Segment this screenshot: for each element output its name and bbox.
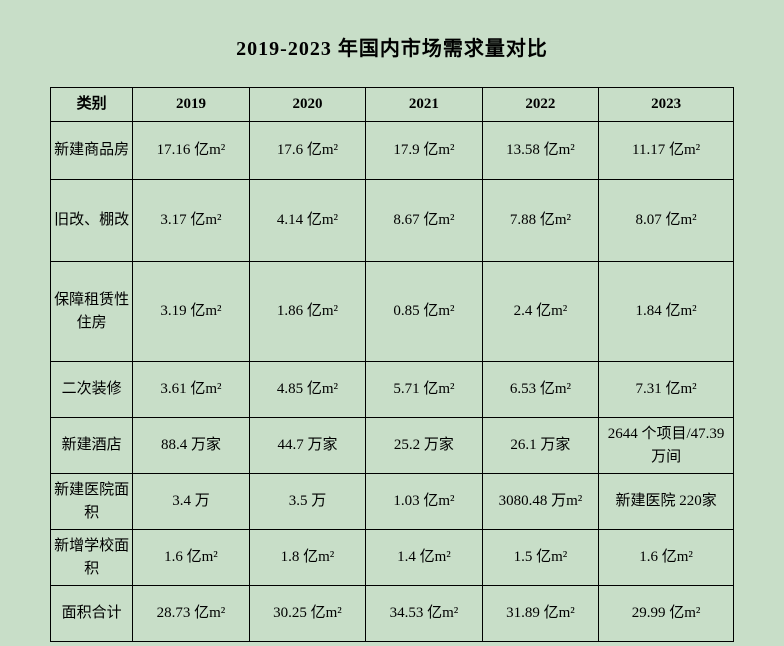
table-cell: 3.5 万 bbox=[249, 474, 365, 530]
page-title: 2019-2023 年国内市场需求量对比 bbox=[50, 32, 734, 61]
table-cell: 1.03 亿m² bbox=[366, 474, 482, 530]
table-cell: 2644 个项目/47.39 万间 bbox=[599, 418, 734, 474]
row-category: 二次装修 bbox=[51, 362, 133, 418]
table-cell: 3.61 亿m² bbox=[133, 362, 249, 418]
table-cell: 1.4 亿m² bbox=[366, 530, 482, 586]
table-row: 保障租赁性住房3.19 亿m²1.86 亿m²0.85 亿m²2.4 亿m²1.… bbox=[51, 262, 734, 362]
table-cell: 8.07 亿m² bbox=[599, 180, 734, 262]
table-cell: 13.58 亿m² bbox=[482, 122, 598, 180]
table-row: 新建商品房17.16 亿m²17.6 亿m²17.9 亿m²13.58 亿m²1… bbox=[51, 122, 734, 180]
row-category: 面积合计 bbox=[51, 586, 133, 642]
row-category: 新建酒店 bbox=[51, 418, 133, 474]
table-cell: 7.88 亿m² bbox=[482, 180, 598, 262]
table-cell: 8.67 亿m² bbox=[366, 180, 482, 262]
table-header-row: 类别 2019 2020 2021 2022 2023 bbox=[51, 88, 734, 122]
table-cell: 26.1 万家 bbox=[482, 418, 598, 474]
table-cell: 25.2 万家 bbox=[366, 418, 482, 474]
table-cell: 34.53 亿m² bbox=[366, 586, 482, 642]
table-cell: 3.17 亿m² bbox=[133, 180, 249, 262]
table-row: 新建医院面积3.4 万3.5 万1.03 亿m²3080.48 万m²新建医院 … bbox=[51, 474, 734, 530]
row-category: 新建商品房 bbox=[51, 122, 133, 180]
table-cell: 1.84 亿m² bbox=[599, 262, 734, 362]
table-cell: 新建医院 220家 bbox=[599, 474, 734, 530]
table-cell: 1.5 亿m² bbox=[482, 530, 598, 586]
table-cell: 0.85 亿m² bbox=[366, 262, 482, 362]
table-cell: 4.14 亿m² bbox=[249, 180, 365, 262]
row-category: 保障租赁性住房 bbox=[51, 262, 133, 362]
table-cell: 11.17 亿m² bbox=[599, 122, 734, 180]
table-body: 新建商品房17.16 亿m²17.6 亿m²17.9 亿m²13.58 亿m²1… bbox=[51, 122, 734, 642]
table-cell: 2.4 亿m² bbox=[482, 262, 598, 362]
table-cell: 17.9 亿m² bbox=[366, 122, 482, 180]
row-category: 旧改、棚改 bbox=[51, 180, 133, 262]
col-header-2022: 2022 bbox=[482, 88, 598, 122]
col-header-2023: 2023 bbox=[599, 88, 734, 122]
table-cell: 17.16 亿m² bbox=[133, 122, 249, 180]
row-category: 新增学校面积 bbox=[51, 530, 133, 586]
table-cell: 3.19 亿m² bbox=[133, 262, 249, 362]
col-header-2019: 2019 bbox=[133, 88, 249, 122]
table-row: 面积合计28.73 亿m²30.25 亿m²34.53 亿m²31.89 亿m²… bbox=[51, 586, 734, 642]
table-row: 二次装修3.61 亿m²4.85 亿m²5.71 亿m²6.53 亿m²7.31… bbox=[51, 362, 734, 418]
table-cell: 28.73 亿m² bbox=[133, 586, 249, 642]
table-cell: 6.53 亿m² bbox=[482, 362, 598, 418]
table-cell: 3080.48 万m² bbox=[482, 474, 598, 530]
table-cell: 44.7 万家 bbox=[249, 418, 365, 474]
table-row: 旧改、棚改3.17 亿m²4.14 亿m²8.67 亿m²7.88 亿m²8.0… bbox=[51, 180, 734, 262]
col-header-2021: 2021 bbox=[366, 88, 482, 122]
table-cell: 4.85 亿m² bbox=[249, 362, 365, 418]
table-row: 新增学校面积1.6 亿m²1.8 亿m²1.4 亿m²1.5 亿m²1.6 亿m… bbox=[51, 530, 734, 586]
table-cell: 88.4 万家 bbox=[133, 418, 249, 474]
table-cell: 5.71 亿m² bbox=[366, 362, 482, 418]
table-row: 新建酒店88.4 万家44.7 万家25.2 万家26.1 万家2644 个项目… bbox=[51, 418, 734, 474]
table-cell: 29.99 亿m² bbox=[599, 586, 734, 642]
col-header-category: 类别 bbox=[51, 88, 133, 122]
row-category: 新建医院面积 bbox=[51, 474, 133, 530]
table-cell: 1.6 亿m² bbox=[133, 530, 249, 586]
table-cell: 1.6 亿m² bbox=[599, 530, 734, 586]
table-cell: 17.6 亿m² bbox=[249, 122, 365, 180]
table-cell: 3.4 万 bbox=[133, 474, 249, 530]
table-cell: 1.86 亿m² bbox=[249, 262, 365, 362]
table-cell: 30.25 亿m² bbox=[249, 586, 365, 642]
demand-table: 类别 2019 2020 2021 2022 2023 新建商品房17.16 亿… bbox=[50, 87, 734, 642]
col-header-2020: 2020 bbox=[249, 88, 365, 122]
table-cell: 7.31 亿m² bbox=[599, 362, 734, 418]
table-cell: 31.89 亿m² bbox=[482, 586, 598, 642]
table-cell: 1.8 亿m² bbox=[249, 530, 365, 586]
